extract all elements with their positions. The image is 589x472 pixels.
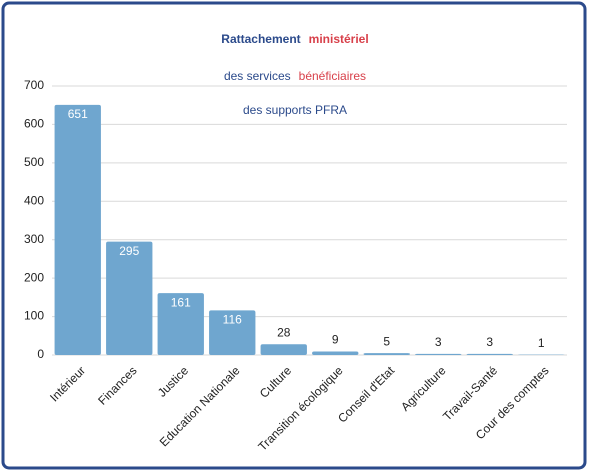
- value-label: 3: [435, 335, 442, 349]
- bar: [363, 353, 410, 355]
- title-segment: des supports PFRA: [243, 103, 347, 117]
- y-tick-label: 300: [24, 232, 44, 246]
- value-label: 116: [223, 313, 242, 327]
- value-label: 5: [383, 334, 390, 348]
- y-tick-label: 0: [37, 347, 44, 361]
- value-label: 651: [68, 107, 88, 121]
- bar: [157, 293, 204, 355]
- title-line: des services bénéficiaires: [224, 69, 366, 83]
- y-tick-label: 500: [24, 155, 44, 169]
- bar: [312, 351, 359, 355]
- value-label: 28: [277, 325, 291, 339]
- bar: [466, 353, 513, 355]
- title: Rattachement ministériel des services bénéf…: [221, 32, 368, 117]
- bar: [260, 344, 307, 355]
- y-tick-label: 200: [24, 270, 44, 284]
- title-line: des supports PFRA: [243, 103, 347, 117]
- value-label: 1: [538, 336, 545, 350]
- title-segment: ministériel: [309, 32, 369, 46]
- grid: 0 100 200 300 400 500 600 700: [24, 78, 567, 361]
- value-label: 295: [119, 244, 139, 258]
- value-label: 9: [332, 333, 339, 347]
- y-tick-label: 600: [24, 117, 44, 131]
- bar: [415, 353, 462, 355]
- y-tick-label: 700: [24, 78, 44, 92]
- bar: [209, 310, 256, 355]
- title-segment: des services: [224, 69, 291, 83]
- title-segment: Rattachement: [221, 32, 300, 46]
- value-label: 3: [486, 335, 493, 349]
- bar: [106, 241, 153, 355]
- y-tick-label: 400: [24, 193, 44, 207]
- title-line: Rattachement ministériel: [221, 32, 368, 46]
- title-segment: bénéficiaires: [299, 69, 366, 83]
- value-label: 161: [171, 295, 191, 309]
- bar: [54, 104, 101, 355]
- y-tick-label: 100: [24, 309, 44, 323]
